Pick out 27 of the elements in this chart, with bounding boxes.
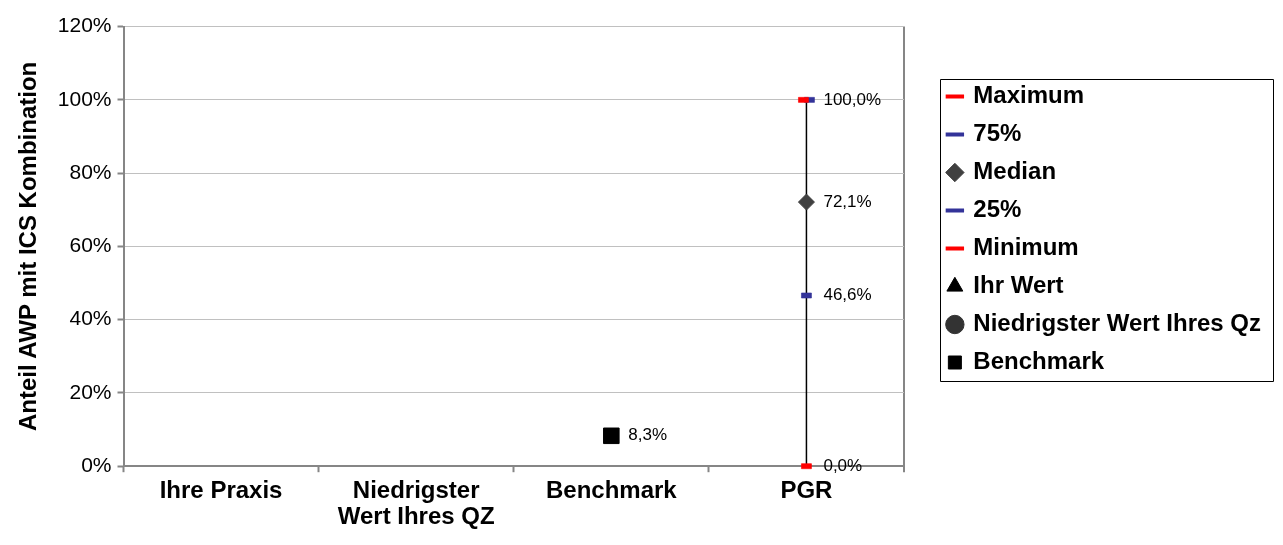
x-tick-label: Ihre Praxis	[159, 476, 283, 504]
data-label: 0,0%	[823, 455, 863, 475]
y-tick-label: 100%	[57, 86, 112, 110]
legend-label: 25%	[973, 195, 1022, 223]
y-tick-label: 0%	[81, 453, 112, 476]
y-tick-label: 60%	[69, 233, 112, 257]
y-tick-label: 20%	[69, 379, 112, 403]
legend-label: Ihr Wert	[973, 271, 1064, 299]
y-tick-label: 120%	[57, 13, 112, 37]
y-tick-label: 40%	[69, 306, 112, 330]
y-tick-label: 80%	[69, 159, 112, 183]
legend-label: Niedrigster Wert Ihres Qz	[973, 309, 1261, 337]
x-tick-label: Benchmark	[545, 476, 678, 504]
y-axis-title: Anteil AWP mit ICS Kombination	[14, 61, 42, 432]
legend-label: Median	[973, 157, 1057, 185]
data-label: 46,6%	[823, 285, 872, 305]
point	[603, 427, 620, 445]
data-label: 100,0%	[823, 89, 882, 109]
legend-label: Minimum	[973, 233, 1079, 261]
data-label: 72,1%	[823, 191, 872, 211]
x-tick-label: PGR	[780, 476, 833, 504]
x-tick-label: Niedrigster Wert Ihres QZ	[337, 476, 495, 530]
data-label: 8,3%	[628, 425, 668, 445]
legend-label: 75%	[973, 119, 1022, 147]
legend-label: Benchmark	[973, 347, 1105, 375]
point	[797, 193, 815, 211]
legend-label: Maximum	[973, 81, 1085, 109]
